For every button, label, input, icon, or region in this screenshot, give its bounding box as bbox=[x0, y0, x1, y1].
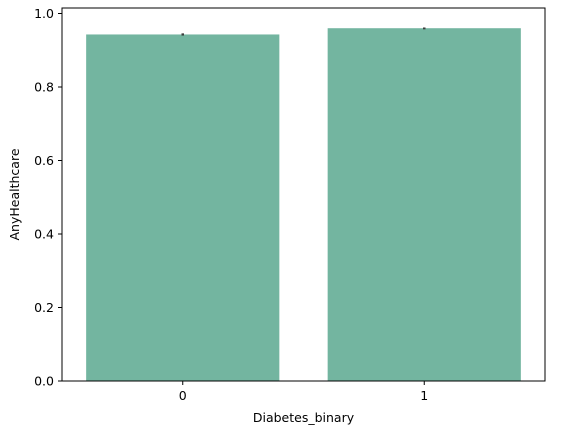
x-tick-label-1: 1 bbox=[420, 388, 428, 403]
bars-layer bbox=[86, 28, 521, 382]
y-axis-ticks: 0.0 0.2 0.4 0.6 0.8 1.0 bbox=[34, 6, 62, 389]
y-tick-label: 0.8 bbox=[34, 80, 54, 95]
y-tick-label: 0.0 bbox=[34, 374, 54, 389]
x-axis-label: Diabetes_binary bbox=[253, 410, 355, 425]
bar-1 bbox=[327, 28, 521, 381]
y-tick-label: 0.2 bbox=[34, 300, 54, 315]
error-bars-layer bbox=[181, 27, 426, 36]
x-tick-label-0: 0 bbox=[179, 388, 187, 403]
y-tick-label: 0.4 bbox=[34, 227, 54, 242]
y-axis-label: AnyHealthcare bbox=[7, 148, 22, 240]
y-tick-label: 1.0 bbox=[34, 6, 54, 21]
plot-frame bbox=[61, 7, 546, 382]
bar-0 bbox=[86, 34, 280, 382]
y-tick-label: 0.6 bbox=[34, 153, 54, 168]
